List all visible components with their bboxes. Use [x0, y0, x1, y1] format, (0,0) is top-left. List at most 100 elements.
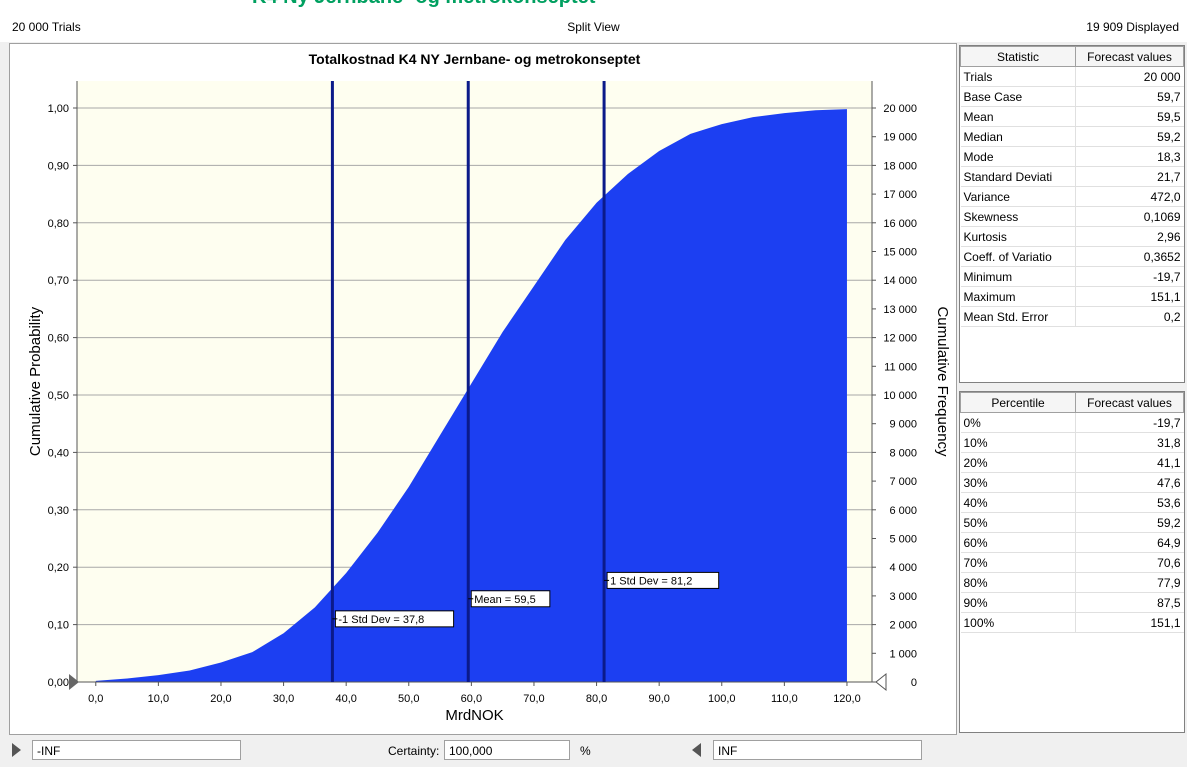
x-tick-label: 10,0: [148, 693, 169, 705]
statistic-row: Median 59,2: [960, 126, 1184, 147]
statistic-row: Mean Std. Error 0,2: [960, 306, 1184, 327]
percentile-label: 90%: [960, 592, 1076, 613]
y2-tick-label: 7 000: [889, 476, 917, 488]
percentile-value: 41,1: [1075, 452, 1184, 473]
y-tick-label: 0,10: [48, 620, 69, 632]
trials-count: 20 000 Trials: [12, 20, 81, 34]
percentile-row: 40% 53,6: [960, 492, 1184, 513]
y-tick-label: 1,00: [48, 103, 69, 115]
statistic-row: Base Case 59,7: [960, 86, 1184, 107]
y2-tick-label: 11 000: [884, 361, 917, 373]
percentile-value: 64,9: [1075, 532, 1184, 553]
x-tick-label: 40,0: [335, 693, 356, 705]
certainty-label: Certainty:: [388, 744, 440, 758]
y-tick-label: 0,40: [48, 447, 69, 459]
certainty-input[interactable]: 100,000: [444, 740, 570, 760]
marker-label: Mean = 59,5: [474, 594, 535, 606]
percentile-row: 100% 151,1: [960, 612, 1184, 633]
left-bound-input[interactable]: -INF: [32, 740, 241, 760]
percentile-col-header[interactable]: Percentile: [960, 392, 1076, 413]
statistic-row: Coeff. of Variatio 0,3652: [960, 246, 1184, 267]
statistic-col-header[interactable]: Statistic: [960, 46, 1076, 67]
x-axis-label: MrdNOK: [445, 707, 503, 724]
y-tick-label: 0,20: [48, 562, 69, 574]
marker-label: 1 Std Dev = 81,2: [610, 575, 692, 587]
percentile-row: 30% 47,6: [960, 472, 1184, 493]
right-bound-input[interactable]: INF: [713, 740, 922, 760]
top-bar: K4 Ny Jernbane- og metrokonseptet 20 000…: [0, 0, 1187, 42]
statistics-panel: Statistic Forecast values Trials 20 000 Ba…: [959, 45, 1185, 383]
window-title: K4 Ny Jernbane- og metrokonseptet: [252, 0, 595, 9]
y2-tick-label: 9 000: [889, 419, 917, 431]
statistic-label: Maximum: [960, 286, 1076, 307]
statistic-value: 59,5: [1075, 106, 1184, 127]
percentile-label: 50%: [960, 512, 1076, 533]
statistic-row: Trials 20 000: [960, 66, 1184, 87]
y2-tick-label: 2 000: [889, 620, 917, 632]
y2-tick-label: 6 000: [889, 505, 917, 517]
percentile-value: 59,2: [1075, 512, 1184, 533]
percentile-row: 20% 41,1: [960, 452, 1184, 473]
percentile-row: 0% -19,7: [960, 412, 1184, 433]
statistic-row: Skewness 0,1069: [960, 206, 1184, 227]
statistic-label: Median: [960, 126, 1076, 147]
y2-tick-label: 5 000: [889, 534, 917, 546]
percentile-row: 70% 70,6: [960, 552, 1184, 573]
percentile-value: -19,7: [1075, 412, 1184, 433]
view-mode[interactable]: Split View: [567, 20, 620, 34]
statistic-label: Standard Deviati: [960, 166, 1076, 187]
statistic-value: 0,3652: [1075, 246, 1184, 267]
y-tick-label: 0,00: [48, 677, 69, 689]
percentile-row: 10% 31,8: [960, 432, 1184, 453]
y2-axis-label: Cumulative Frequency: [934, 306, 951, 457]
statistic-label: Base Case: [960, 86, 1076, 107]
statistic-value: 18,3: [1075, 146, 1184, 167]
statistic-value: 0,2: [1075, 306, 1184, 327]
statistic-label: Skewness: [960, 206, 1076, 227]
y-tick-label: 0,90: [48, 160, 69, 172]
y2-tick-label: 16 000: [883, 218, 917, 230]
percentile-row: 90% 87,5: [960, 592, 1184, 613]
y-tick-label: 0,80: [48, 218, 69, 230]
percentile-value: 151,1: [1075, 612, 1184, 633]
statistic-value: 21,7: [1075, 166, 1184, 187]
y-tick-label: 0,30: [48, 505, 69, 517]
displayed-count: 19 909 Displayed: [1086, 20, 1179, 34]
x-tick-label: 110,0: [771, 693, 798, 705]
percentile-label: 100%: [960, 612, 1076, 633]
right-grabber-icon[interactable]: [692, 743, 701, 757]
certainty-bar: -INF Certainty: 100,000 % INF: [0, 736, 1187, 767]
statistic-row: Variance 472,0: [960, 186, 1184, 207]
y2-tick-label: 3 000: [889, 591, 917, 603]
percentile-value: 31,8: [1075, 432, 1184, 453]
percentile-label: 10%: [960, 432, 1076, 453]
cumulative-area: [95, 109, 847, 682]
forecast-col-header[interactable]: Forecast values: [1075, 392, 1184, 413]
y2-tick-label: 15 000: [883, 247, 917, 259]
y2-tick-label: 14 000: [883, 275, 917, 287]
statistic-row: Maximum 151,1: [960, 286, 1184, 307]
statistic-label: Mean Std. Error: [960, 306, 1076, 327]
percentile-label: 0%: [960, 412, 1076, 433]
y2-tick-label: 1 000: [889, 648, 917, 660]
forecast-col-header[interactable]: Forecast values: [1075, 46, 1184, 67]
statistic-label: Trials: [960, 66, 1076, 87]
x-tick-label: 120,0: [833, 693, 861, 705]
percentile-label: 30%: [960, 472, 1076, 493]
statistic-value: 151,1: [1075, 286, 1184, 307]
percentile-value: 70,6: [1075, 552, 1184, 573]
percentile-label: 20%: [960, 452, 1076, 473]
right-axis-grabber-icon[interactable]: [875, 672, 887, 692]
left-axis-grabber-icon[interactable]: [69, 674, 79, 690]
left-grabber-icon[interactable]: [12, 743, 21, 757]
statistic-value: -19,7: [1075, 266, 1184, 287]
statistics-table: Statistic Forecast values Trials 20 000 Ba…: [960, 46, 1184, 327]
statistic-value: 20 000: [1075, 66, 1184, 87]
statistic-label: Minimum: [960, 266, 1076, 287]
percentile-value: 53,6: [1075, 492, 1184, 513]
percentile-label: 40%: [960, 492, 1076, 513]
statistic-value: 59,2: [1075, 126, 1184, 147]
x-tick-label: 50,0: [398, 693, 419, 705]
y-tick-label: 0,60: [48, 333, 69, 345]
statistic-label: Mean: [960, 106, 1076, 127]
